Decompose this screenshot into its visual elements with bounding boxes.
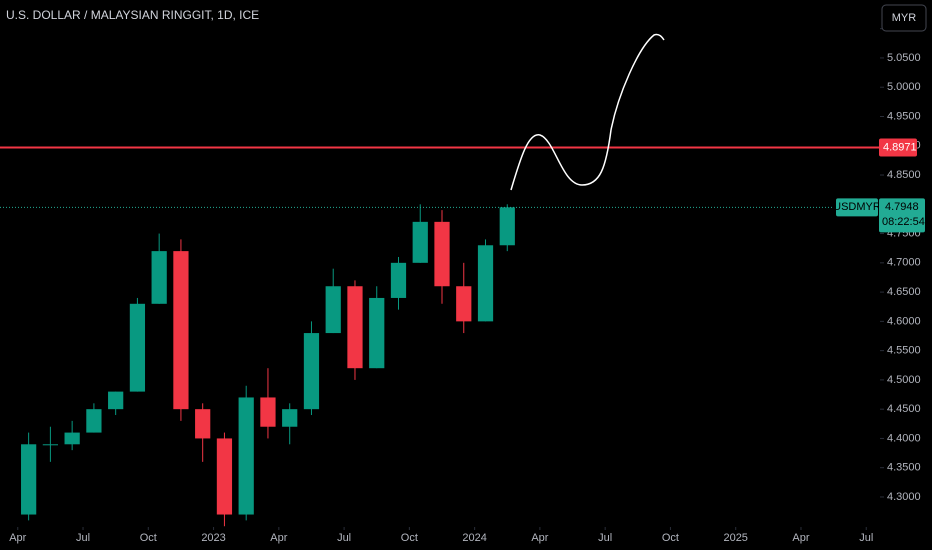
chart-title: U.S. DOLLAR / MALAYSIAN RINGGIT, 1D, ICE bbox=[6, 8, 259, 22]
y-tick-label: 5.0500 bbox=[887, 52, 921, 64]
x-tick-label: Oct bbox=[401, 532, 418, 544]
drawing-curve bbox=[510, 33, 665, 191]
candle-body bbox=[325, 286, 341, 334]
y-tick-label: 4.7000 bbox=[887, 257, 921, 269]
symbol-tag bbox=[836, 198, 878, 217]
y-tick-label: 4.5000 bbox=[887, 374, 921, 386]
candle-body bbox=[173, 251, 189, 410]
candle-body bbox=[86, 409, 102, 433]
y-tick-label: 4.3000 bbox=[887, 491, 921, 503]
y-tick-label: 4.5500 bbox=[887, 345, 921, 357]
x-tick-label: Apr bbox=[9, 532, 26, 544]
x-tick-label: Apr bbox=[531, 532, 548, 544]
candle-body bbox=[21, 444, 37, 515]
currency-button[interactable] bbox=[881, 4, 927, 32]
candle-body bbox=[42, 444, 59, 446]
currency-button-label[interactable]: MYR bbox=[892, 12, 917, 24]
countdown-label: 08:22:54 bbox=[882, 216, 925, 228]
x-tick-label: 2025 bbox=[723, 532, 747, 544]
candle-body bbox=[260, 397, 276, 427]
candle-body bbox=[434, 221, 450, 287]
plot-area bbox=[0, 146, 880, 527]
candle-body bbox=[151, 251, 167, 304]
x-tick-label: Apr bbox=[270, 532, 287, 544]
y-tick-label: 4.4500 bbox=[887, 403, 921, 415]
candle-body bbox=[456, 286, 472, 322]
x-tick-label: Jul bbox=[598, 532, 612, 544]
y-tick-label: 4.6500 bbox=[887, 286, 921, 298]
horizontal-line-label: 4.8971 bbox=[883, 141, 917, 153]
y-tick-label: 4.8500 bbox=[887, 169, 921, 181]
candle-body bbox=[108, 391, 124, 410]
candle-body bbox=[347, 286, 363, 369]
x-tick-label: 2024 bbox=[462, 532, 486, 544]
symbol-label: USDMYR bbox=[833, 201, 881, 213]
x-tick-label: Jul bbox=[859, 532, 873, 544]
x-tick-label: 2023 bbox=[201, 532, 225, 544]
candle-body bbox=[477, 245, 494, 322]
x-tick-label: Jul bbox=[76, 532, 90, 544]
y-tick-label: 4.4000 bbox=[887, 432, 921, 444]
x-tick-label: Jul bbox=[337, 532, 351, 544]
candle-body bbox=[238, 397, 254, 515]
last-price-tag bbox=[879, 198, 925, 233]
candle-body bbox=[216, 438, 233, 515]
candle-body bbox=[412, 221, 428, 263]
x-tick-label: Oct bbox=[662, 532, 679, 544]
last-price-label: 4.7948 bbox=[885, 201, 919, 213]
y-tick-label: 4.6000 bbox=[887, 315, 921, 327]
y-tick-label: 5.0000 bbox=[887, 81, 921, 93]
horizontal-line-tag bbox=[879, 138, 917, 157]
candle-body bbox=[195, 409, 211, 439]
candle-body bbox=[499, 207, 515, 246]
candle-body bbox=[282, 409, 298, 427]
candle-body bbox=[303, 333, 320, 410]
x-tick-label: Oct bbox=[140, 532, 157, 544]
candle-body bbox=[390, 262, 407, 298]
candle-body bbox=[129, 303, 146, 392]
y-tick-label: 4.3500 bbox=[887, 462, 921, 474]
candle-body bbox=[64, 432, 80, 445]
candle-body bbox=[369, 297, 385, 369]
y-tick-label: 4.9500 bbox=[887, 110, 921, 122]
x-tick-label: Apr bbox=[792, 532, 809, 544]
